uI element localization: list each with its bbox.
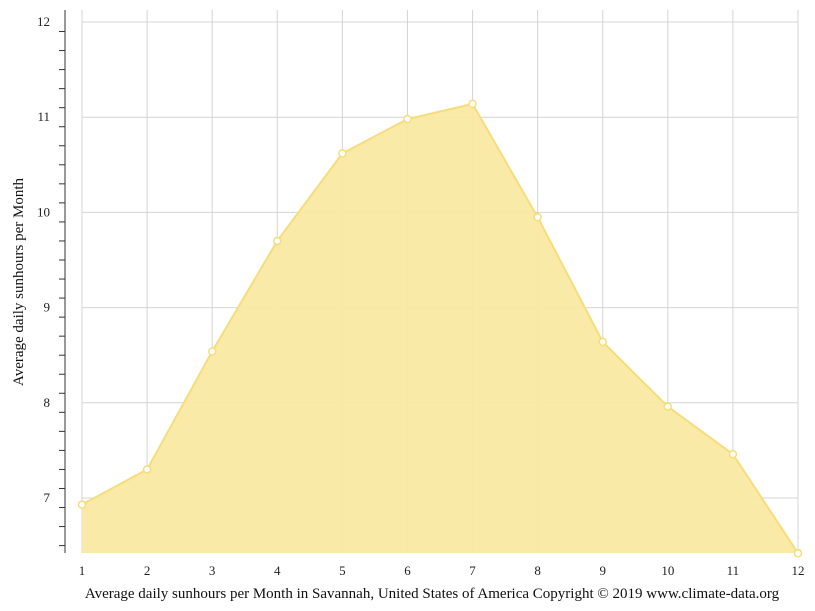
series-line [81, 102, 799, 554]
y-tick-label: 12 [37, 14, 50, 29]
data-point [77, 500, 87, 509]
data-point [403, 114, 412, 124]
x-tick-label: 4 [274, 563, 281, 578]
y-tick-label: 9 [44, 300, 51, 315]
data-point [338, 149, 347, 158]
area-layer [81, 102, 799, 554]
y-axis-title: Average daily sunhours per Month [11, 178, 27, 387]
y-tick-label: 7 [44, 490, 51, 505]
axes [59, 10, 66, 553]
x-tick-label: 10 [661, 563, 674, 578]
y-tick-label: 8 [44, 395, 51, 410]
x-tick-label: 6 [404, 563, 411, 578]
data-point [273, 236, 282, 246]
data-point [728, 449, 738, 459]
x-tick-label: 11 [727, 563, 740, 578]
data-point [663, 402, 673, 411]
data-point [598, 337, 607, 347]
data-point [142, 465, 152, 474]
data-point [793, 548, 803, 558]
x-tick-label: 8 [534, 563, 541, 578]
data-point [207, 347, 217, 356]
y-tick-label: 10 [37, 204, 50, 219]
y-tick-label: 11 [37, 109, 50, 124]
x-axis-title: Average daily sunhours per Month in Sava… [85, 586, 780, 602]
x-tick-label: 3 [209, 563, 216, 578]
data-point [468, 99, 477, 109]
x-tick-label: 9 [599, 563, 606, 578]
x-tick-label: 2 [144, 563, 151, 578]
data-point [533, 212, 542, 222]
x-tick-label: 1 [79, 563, 86, 578]
data-points [77, 99, 803, 558]
x-tick-label: 5 [339, 563, 346, 578]
x-tick-label: 7 [469, 563, 476, 578]
x-tick-label: 12 [792, 563, 805, 578]
area-fill [82, 103, 798, 554]
